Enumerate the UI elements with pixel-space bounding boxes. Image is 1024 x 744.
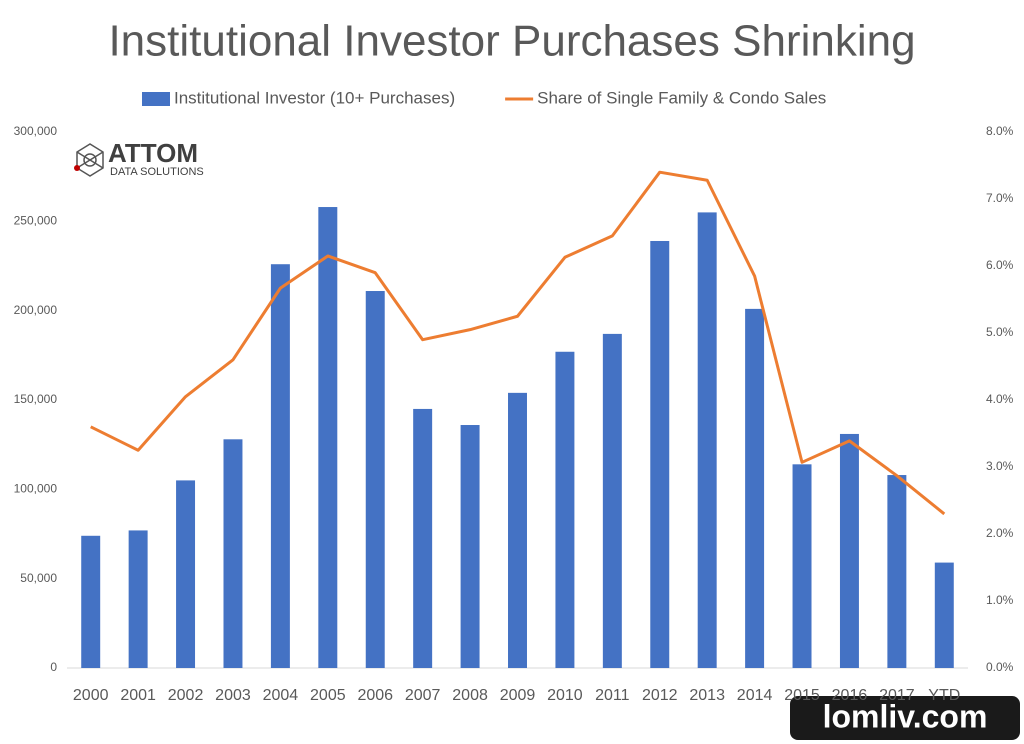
logo-tagline: DATA SOLUTIONS: [110, 166, 204, 178]
x-tick-label: 2016: [832, 687, 868, 704]
x-tick-label: 2008: [452, 687, 488, 704]
y-tick-label: 300,000: [14, 124, 58, 138]
bar: [318, 207, 338, 669]
bar: [508, 392, 527, 668]
logo-icon: [76, 143, 104, 177]
y2-tick-label: 8.0%: [986, 124, 1014, 138]
bar: [697, 212, 717, 668]
x-tick-label: 2007: [405, 687, 441, 704]
bar: [792, 464, 812, 668]
x-tick-label: 2005: [310, 687, 346, 704]
x-tick-label: 2009: [500, 687, 536, 704]
chart-title: Institutional Investor Purchases Shrinki…: [108, 17, 915, 66]
legend-swatch: [142, 92, 170, 106]
bar: [128, 530, 148, 668]
y-tick-label: 150,000: [14, 392, 58, 406]
logo: ATTOM DATA SOLUTIONS: [74, 138, 204, 178]
line: [90, 170, 946, 516]
bar: [745, 308, 765, 668]
x-tick-label: 2015: [784, 687, 820, 704]
y2-tick-label: 2.0%: [986, 526, 1014, 540]
bar: [223, 439, 243, 668]
bar: [413, 408, 433, 668]
bar: [365, 291, 385, 668]
y2-tick-label: 1.0%: [986, 593, 1014, 607]
x-tick-label: 2012: [642, 687, 678, 704]
bar: [81, 535, 101, 668]
bar: [555, 351, 575, 668]
y2-tick-label: 3.0%: [986, 459, 1014, 473]
bar: [839, 433, 859, 668]
x-tick-label: 2013: [689, 687, 725, 704]
y2-tick-label: 4.0%: [986, 392, 1014, 406]
x-tick-label: 2006: [357, 687, 393, 704]
bar: [270, 264, 290, 668]
bar: [602, 333, 622, 668]
x-tick-label: 2014: [737, 687, 773, 704]
y-tick-label: 50,000: [20, 571, 57, 585]
y2-tick-label: 0.0%: [986, 660, 1014, 674]
x-tick-label: 2011: [595, 687, 630, 704]
bar: [460, 425, 480, 668]
y-tick-label: 100,000: [14, 482, 58, 496]
legend-label: Institutional Investor (10+ Purchases): [174, 88, 455, 107]
y-tick-label: 0: [50, 660, 57, 674]
x-tick-label: 2002: [168, 687, 204, 704]
watermark-box: [790, 696, 1020, 740]
legend-label: Share of Single Family & Condo Sales: [537, 88, 826, 107]
watermark-text: lomliv.com: [823, 698, 988, 734]
bar: [176, 480, 196, 668]
y-tick-label: 200,000: [14, 303, 58, 317]
x-tick-label: YTD: [928, 687, 960, 704]
bar: [887, 475, 907, 668]
x-tick-label: 2017: [879, 687, 915, 704]
logo-name: ATTOM: [108, 138, 198, 168]
y-tick-label: 250,000: [14, 214, 58, 228]
y2-tick-label: 5.0%: [986, 325, 1014, 339]
x-tick-label: 2000: [73, 687, 109, 704]
bar: [650, 240, 670, 668]
watermark: lomliv.com: [790, 696, 1020, 740]
bar: [934, 562, 954, 668]
logo-dot: [74, 165, 80, 171]
x-tick-label: 2001: [120, 687, 156, 704]
x-tick-label: 2004: [263, 687, 299, 704]
y2-tick-label: 7.0%: [986, 191, 1014, 205]
y2-tick-label: 6.0%: [986, 258, 1014, 272]
x-tick-label: 2003: [215, 687, 251, 704]
x-tick-label: 2010: [547, 687, 583, 704]
